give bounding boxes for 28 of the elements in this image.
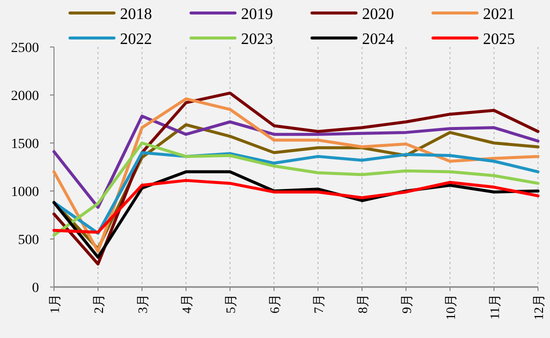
y-tick-label: 500	[18, 233, 39, 248]
line-series	[52, 178, 540, 234]
x-tick-label: 1月	[47, 294, 62, 314]
line-series	[52, 114, 540, 209]
legend-label: 2024	[362, 31, 394, 48]
x-tick-label: 10月	[443, 294, 458, 320]
x-tick-label: 3月	[135, 294, 150, 314]
legend-label: 2022	[120, 31, 152, 48]
legend-label: 2023	[241, 31, 273, 48]
legend-label: 2019	[241, 6, 273, 23]
x-tick-label: 6月	[267, 294, 282, 314]
legend-label: 2018	[120, 6, 152, 23]
x-tick-label: 9月	[399, 294, 414, 314]
x-tick-label: 4月	[179, 294, 194, 314]
legend-label: 2025	[483, 31, 515, 48]
y-tick-label: 2000	[11, 89, 39, 104]
x-tick-label: 8月	[355, 294, 370, 314]
y-tick-label: 0	[32, 281, 39, 296]
x-tick-label: 12月	[531, 294, 546, 320]
x-tick-label: 2月	[91, 294, 106, 314]
x-tick-label: 11月	[487, 294, 502, 320]
y-tick-label: 1000	[11, 185, 39, 200]
y-tick-label: 2500	[11, 41, 39, 56]
x-tick-label: 7月	[311, 294, 326, 314]
legend-label: 2021	[483, 6, 515, 23]
legend-label: 2020	[362, 6, 394, 23]
x-tick-label: 5月	[223, 294, 238, 314]
y-tick-label: 1500	[11, 137, 39, 152]
